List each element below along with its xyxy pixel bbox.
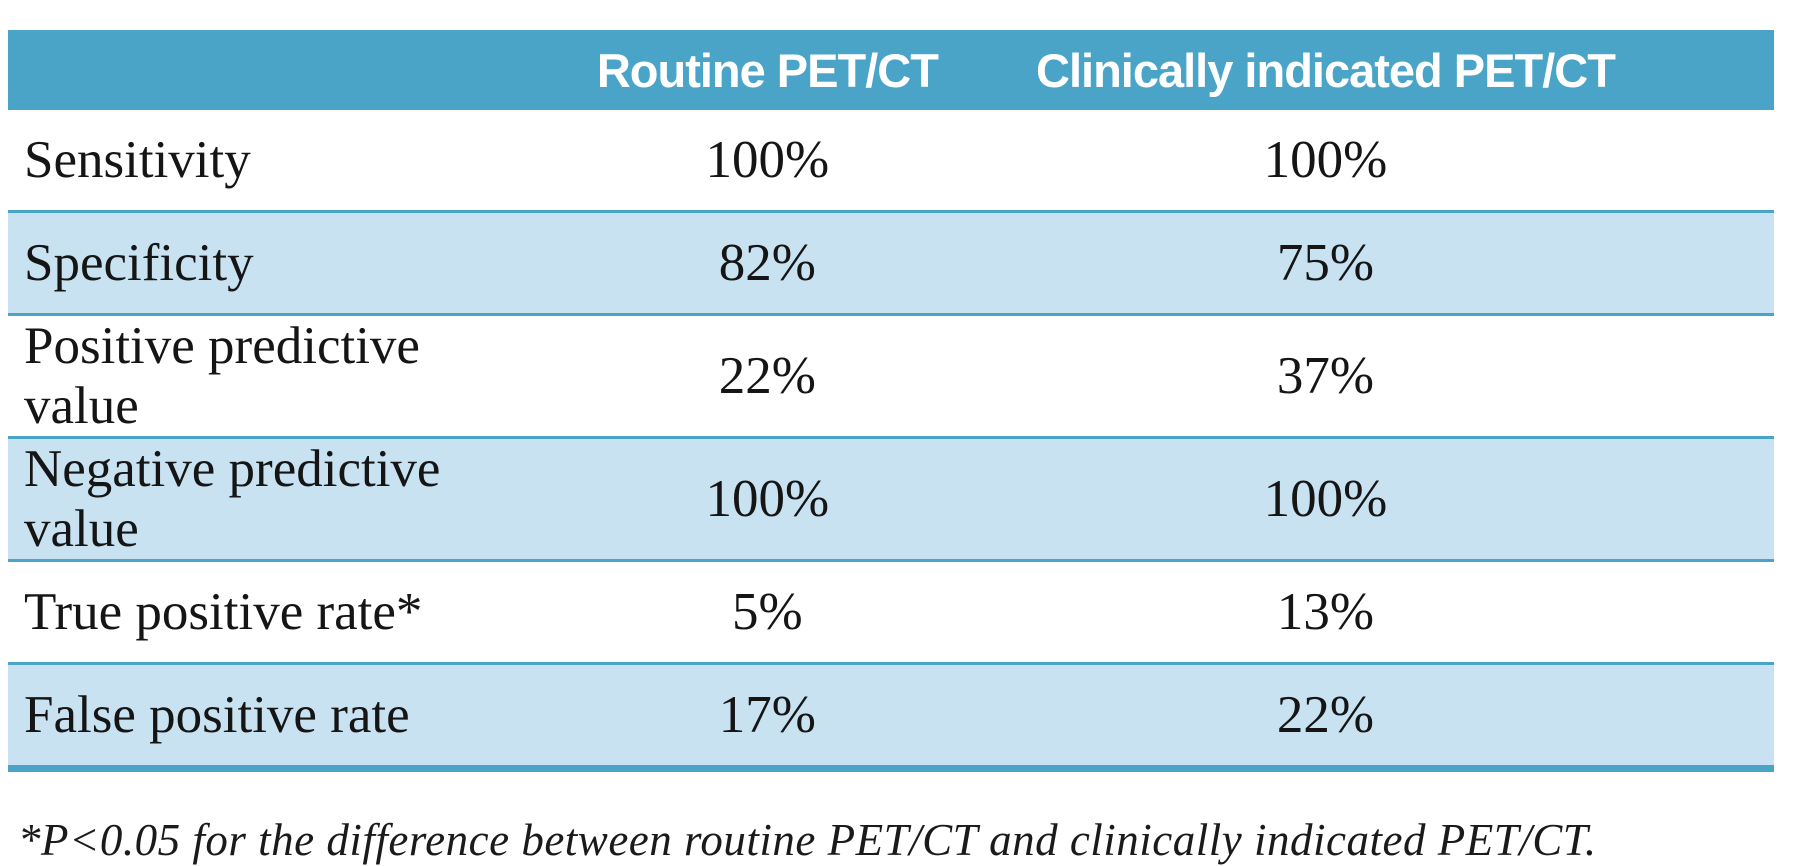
row-value-routine: 100% [537, 437, 997, 562]
table-header-row: Routine PET/CT Clinically indicated PET/… [8, 30, 1774, 110]
table-row: Negative predictive value 100% 100% [8, 437, 1774, 562]
row-value-clinical: 13% [996, 560, 1774, 665]
row-label: True positive rate* [8, 560, 538, 665]
table-row: Specificity 82% 75% [8, 211, 1774, 316]
footnote-pvalue: *P<0.05 for the difference between routi… [18, 815, 1597, 865]
results-table-figure: Routine PET/CT Clinically indicated PET/… [8, 30, 1774, 866]
results-table: Routine PET/CT Clinically indicated PET/… [8, 30, 1774, 772]
header-cell-clinically-indicated-petct: Clinically indicated PET/CT [996, 30, 1774, 110]
row-value-clinical: 100% [996, 110, 1774, 213]
row-value-routine: 5% [537, 560, 997, 665]
row-value-clinical: 100% [996, 437, 1774, 562]
row-label: Positive predictive value [8, 314, 538, 439]
row-value-clinical: 75% [996, 211, 1774, 316]
row-value-routine: 22% [537, 314, 997, 439]
row-label: False positive rate [8, 663, 538, 772]
row-value-clinical: 22% [996, 663, 1774, 772]
row-label: Sensitivity [8, 110, 538, 213]
row-value-routine: 17% [537, 663, 997, 772]
header-cell-empty [8, 30, 538, 110]
table-row: True positive rate* 5% 13% [8, 560, 1774, 665]
row-label: Specificity [8, 211, 538, 316]
table-row: Sensitivity 100% 100% [8, 110, 1774, 213]
table-row: Positive predictive value 22% 37% [8, 314, 1774, 439]
row-label: Negative predictive value [8, 437, 538, 562]
table-row: False positive rate 17% 22% [8, 663, 1774, 772]
results-table-body: Sensitivity 100% 100% Specificity 82% 75% Posi… [8, 110, 1774, 772]
row-value-routine: 82% [537, 211, 997, 316]
row-value-clinical: 37% [996, 314, 1774, 439]
row-value-routine: 100% [537, 110, 997, 213]
header-cell-routine-petct: Routine PET/CT [537, 30, 997, 110]
